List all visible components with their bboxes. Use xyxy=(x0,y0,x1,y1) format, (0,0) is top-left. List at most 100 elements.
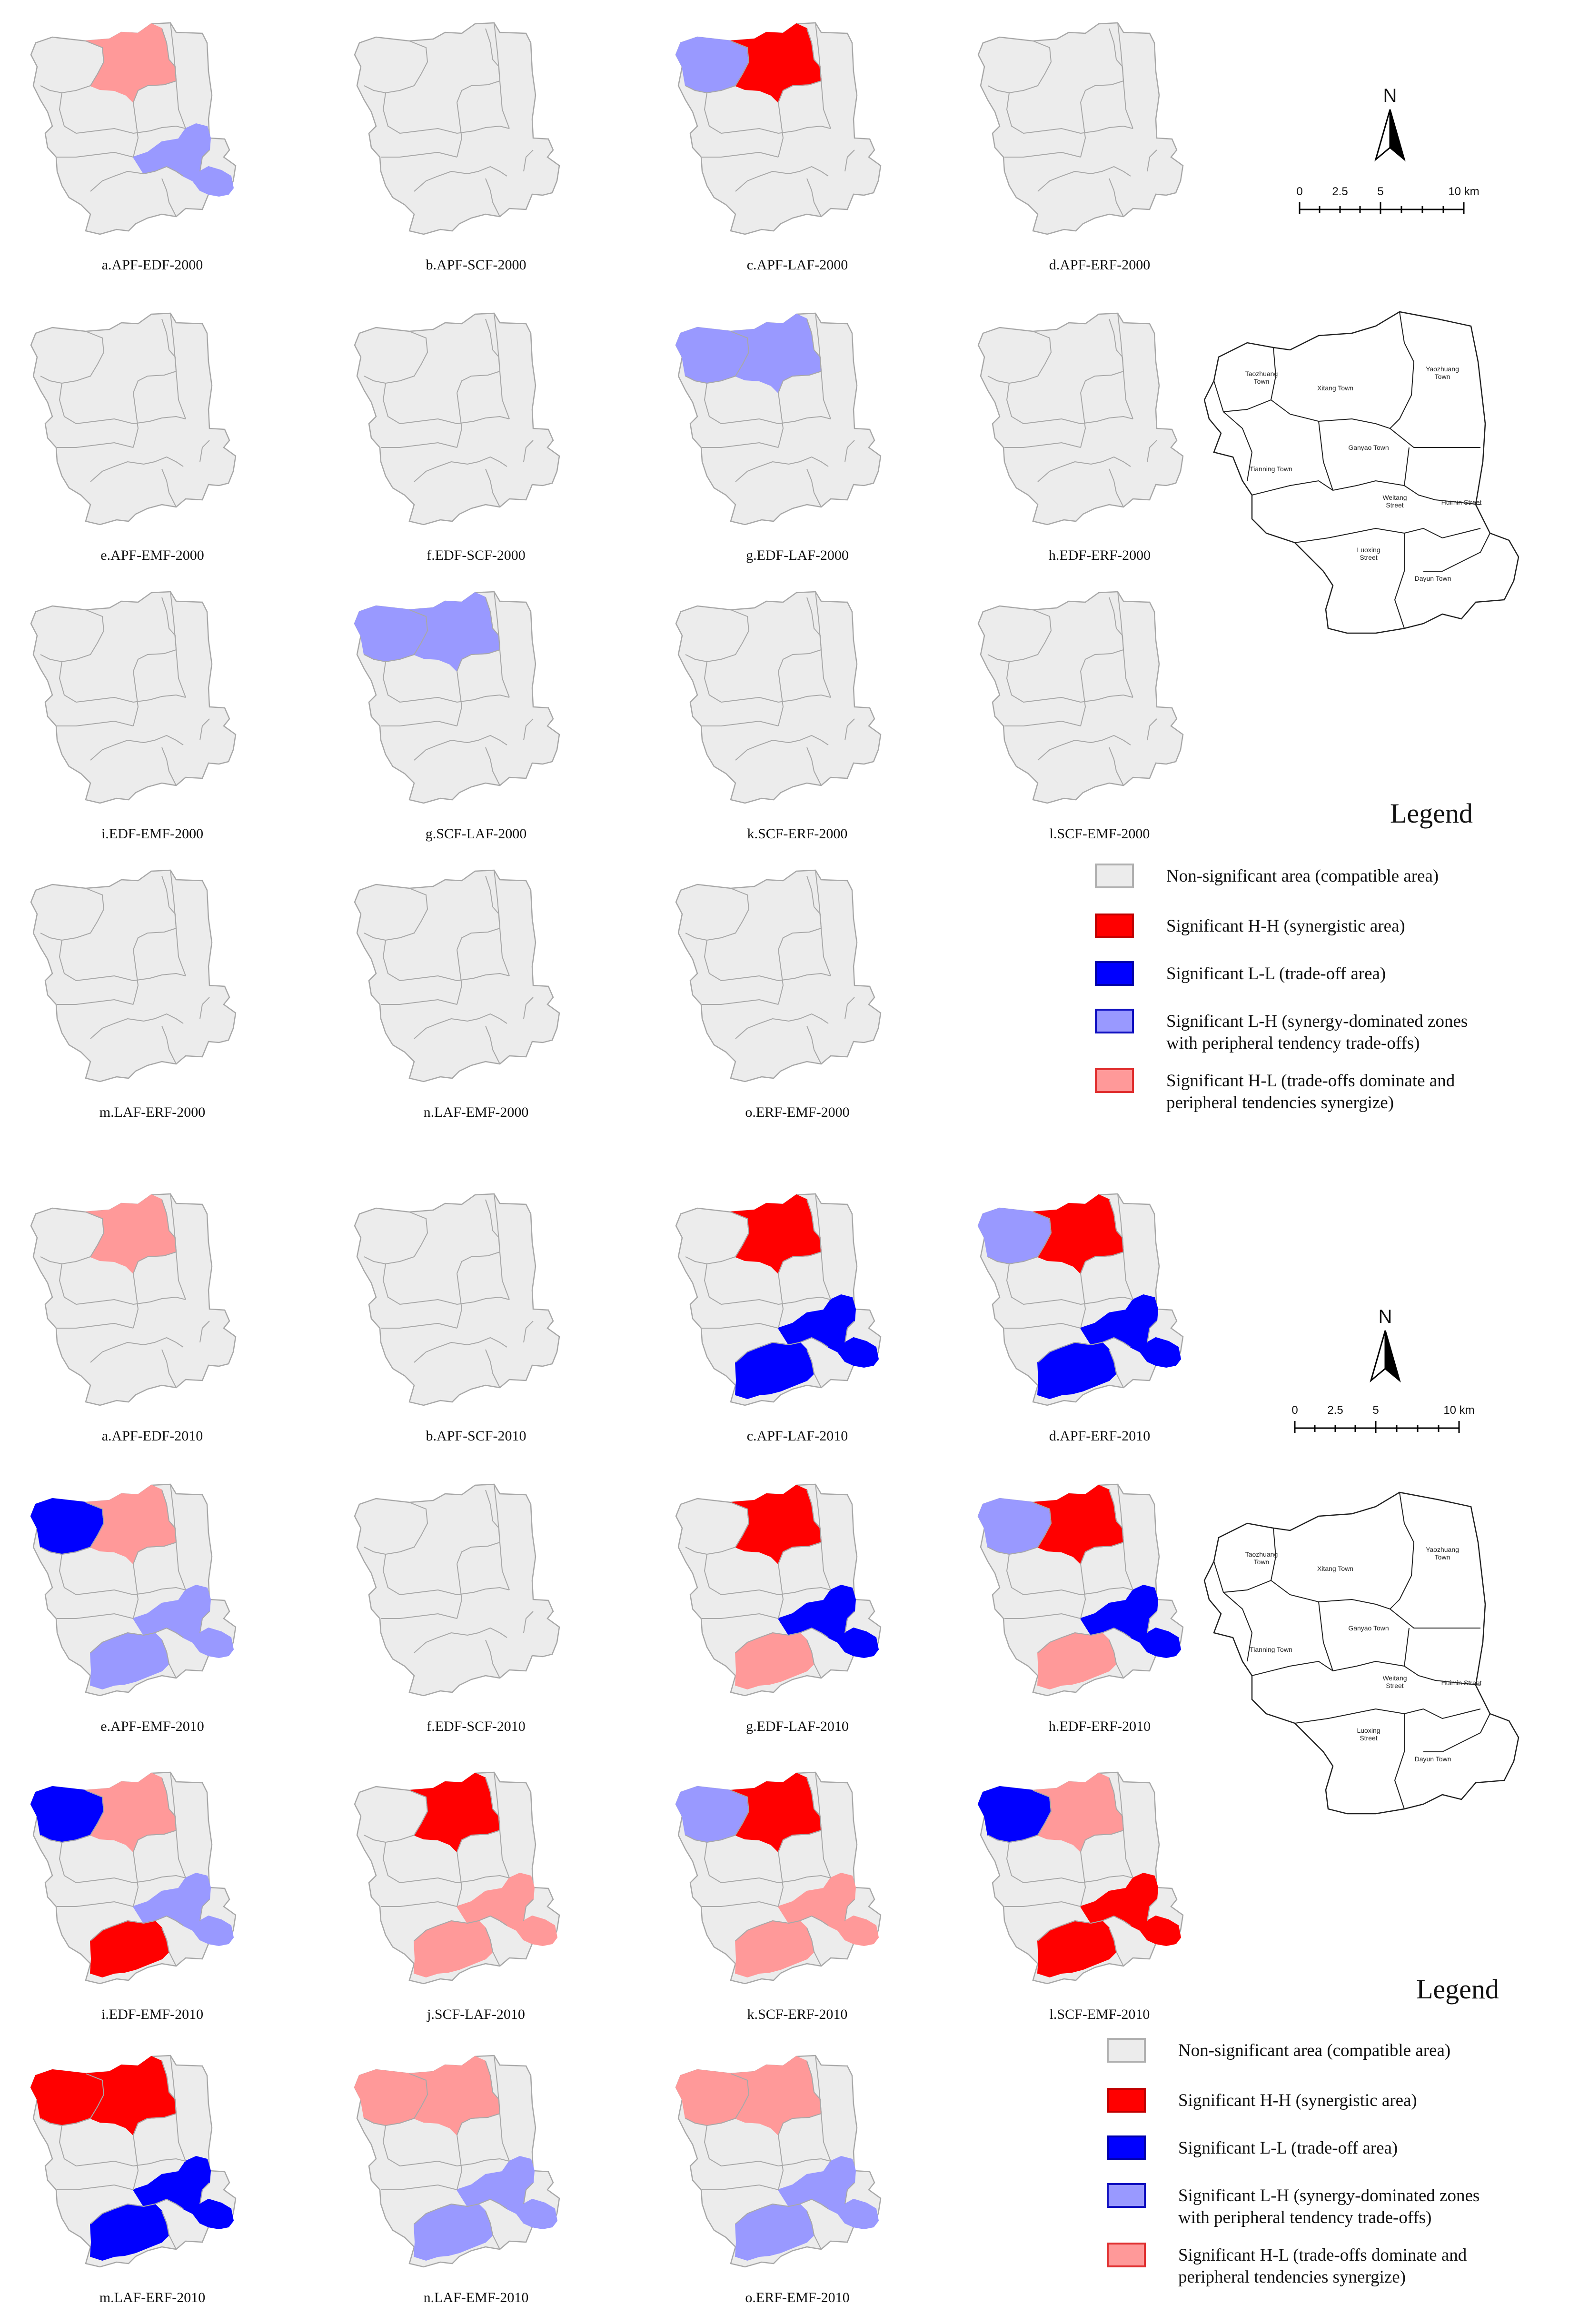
panel-caption: b.APF-SCF-2000 xyxy=(426,257,526,273)
subdistrict-boundary xyxy=(170,1193,186,1300)
town-label: Dayun Town xyxy=(1415,1755,1451,1763)
subdistrict-boundary xyxy=(381,1901,457,1907)
legend-label-line: with peripheral tendency trade-offs) xyxy=(1166,1033,1420,1053)
panel-caption: e.APF-EMF-2000 xyxy=(100,547,204,563)
town-boundary xyxy=(1251,480,1481,505)
subdistrict-boundary xyxy=(1147,440,1157,462)
subdistrict-boundary xyxy=(1109,1639,1124,1678)
legend-label-line: Significant L-L (trade-off area) xyxy=(1178,2138,1398,2158)
subdistrict-boundary xyxy=(987,1790,1052,1843)
subdistrict-boundary xyxy=(735,735,829,761)
panel-caption: m.LAF-ERF-2000 xyxy=(99,1104,206,1120)
town-label: Luoxing Street xyxy=(1357,1727,1380,1742)
legend-title-2000: Legend xyxy=(1390,798,1473,829)
subdistrict-boundary xyxy=(523,440,534,462)
subdistrict-boundary xyxy=(735,456,829,482)
scale-label-5: 5 xyxy=(1372,1404,1379,1417)
subdistrict-boundary xyxy=(735,1013,829,1039)
panel-map xyxy=(675,1771,882,1985)
panel-caption: c.APF-LAF-2010 xyxy=(746,1428,848,1444)
subdistrict-boundary xyxy=(57,999,134,1005)
subdistrict-boundary xyxy=(987,40,1052,94)
legend-label: Non-significant area (compatible area) xyxy=(1166,865,1547,887)
subdistrict-boundary xyxy=(1004,1613,1081,1619)
subdistrict-boundary xyxy=(485,2211,500,2250)
subdistrict-boundary xyxy=(59,940,186,982)
legend-label: Significant L-L (trade-off area) xyxy=(1166,963,1547,985)
legend-label: Non-significant area (compatible area) xyxy=(1178,2040,1559,2062)
panel-caption: c.APF-LAF-2000 xyxy=(746,257,848,273)
subdistrict-boundary xyxy=(382,940,510,982)
subdistrict-boundary xyxy=(1037,1915,1131,1941)
subdistrict-boundary xyxy=(90,456,184,482)
subdistrict-boundary xyxy=(457,392,463,448)
base-region xyxy=(354,1771,560,1985)
panel-map xyxy=(977,1771,1184,1985)
panel-map xyxy=(977,591,1184,804)
reference-map-2010: Taozhuang Town Xitang Town Yaozhuang Town Tia… xyxy=(1195,1485,1528,1828)
town-boundary xyxy=(1271,399,1480,448)
subdistrict-boundary xyxy=(778,1273,784,1329)
subdistrict-boundary xyxy=(1004,1322,1081,1329)
subdistrict-boundary xyxy=(1117,591,1133,698)
subdistrict-boundary xyxy=(1117,1772,1133,1878)
panel-map xyxy=(30,591,237,804)
base-region xyxy=(354,312,560,526)
subdistrict-boundary xyxy=(1109,178,1124,217)
subdistrict-boundary xyxy=(161,747,177,786)
subdistrict-boundary xyxy=(806,1349,822,1388)
legend-label-line: Significant L-H (synergy-dominated zones xyxy=(1166,1012,1468,1031)
panel-caption: f.EDF-SCF-2000 xyxy=(427,547,526,563)
subdistrict-boundary xyxy=(1147,149,1157,172)
scale-bar-2000: 0 2.5 5 10 km xyxy=(1296,185,1480,214)
subdistrict-boundary xyxy=(364,1790,428,1843)
subdistrict-boundary xyxy=(457,1273,463,1329)
subdistrict-boundary xyxy=(57,1901,134,1907)
panel-caption: d.APF-ERF-2010 xyxy=(1049,1428,1151,1444)
subdistrict-boundary xyxy=(414,2198,507,2225)
town-label: Weitang Street xyxy=(1382,494,1407,509)
panel-caption: k.SCF-ERF-2000 xyxy=(747,826,848,842)
subdistrict-boundary xyxy=(90,166,184,192)
subdistrict-boundary xyxy=(161,2211,177,2250)
subdistrict-boundary xyxy=(806,178,822,217)
subdistrict-boundary xyxy=(364,1502,428,1555)
subdistrict-boundary xyxy=(1109,468,1124,507)
legend-swatch-hh xyxy=(1107,2088,1146,2113)
subdistrict-boundary xyxy=(1037,735,1131,761)
panel-map xyxy=(977,312,1184,526)
town-boundary xyxy=(1423,1713,1490,1752)
subdistrict-boundary xyxy=(704,92,831,134)
subdistrict-boundary xyxy=(815,313,831,419)
north-arrow-icon xyxy=(1370,1330,1386,1383)
panel-map xyxy=(30,1483,237,1697)
subdistrict-boundary xyxy=(735,1627,829,1653)
subdistrict-boundary xyxy=(364,609,428,663)
legend-label: Significant H-H (synergistic area) xyxy=(1166,915,1547,937)
subdistrict-boundary xyxy=(1080,392,1086,448)
subdistrict-boundary xyxy=(59,2125,186,2167)
panel-caption: i.EDF-EMF-2010 xyxy=(101,2006,204,2022)
subdistrict-boundary xyxy=(485,178,500,217)
scale-bar-2010: 0 2.5 5 10 km xyxy=(1291,1404,1475,1433)
subdistrict-boundary xyxy=(90,2198,184,2225)
subdistrict-boundary xyxy=(414,1915,507,1941)
town-boundary xyxy=(1404,447,1410,486)
subdistrict-boundary xyxy=(381,1613,457,1619)
subdistrict-boundary xyxy=(170,22,186,129)
subdistrict-boundary xyxy=(59,1842,186,1884)
panel-map xyxy=(30,869,237,1083)
subdistrict-boundary xyxy=(90,1915,184,1941)
legend-label-line: Non-significant area (compatible area) xyxy=(1166,866,1439,886)
panel-map xyxy=(675,591,882,804)
subdistrict-boundary xyxy=(494,1484,510,1590)
legend-swatch-hh xyxy=(1095,914,1134,938)
north-arrow-2000: N xyxy=(1374,85,1406,162)
subdistrict-boundary xyxy=(494,22,510,129)
subdistrict-boundary xyxy=(685,1502,750,1555)
legend-label-line: peripheral tendencies synergize) xyxy=(1166,1093,1394,1112)
subdistrict-boundary xyxy=(133,102,139,158)
town-boundary xyxy=(1213,1528,1277,1593)
legend-swatch-non_significant xyxy=(1095,864,1134,888)
subdistrict-boundary xyxy=(844,718,855,741)
